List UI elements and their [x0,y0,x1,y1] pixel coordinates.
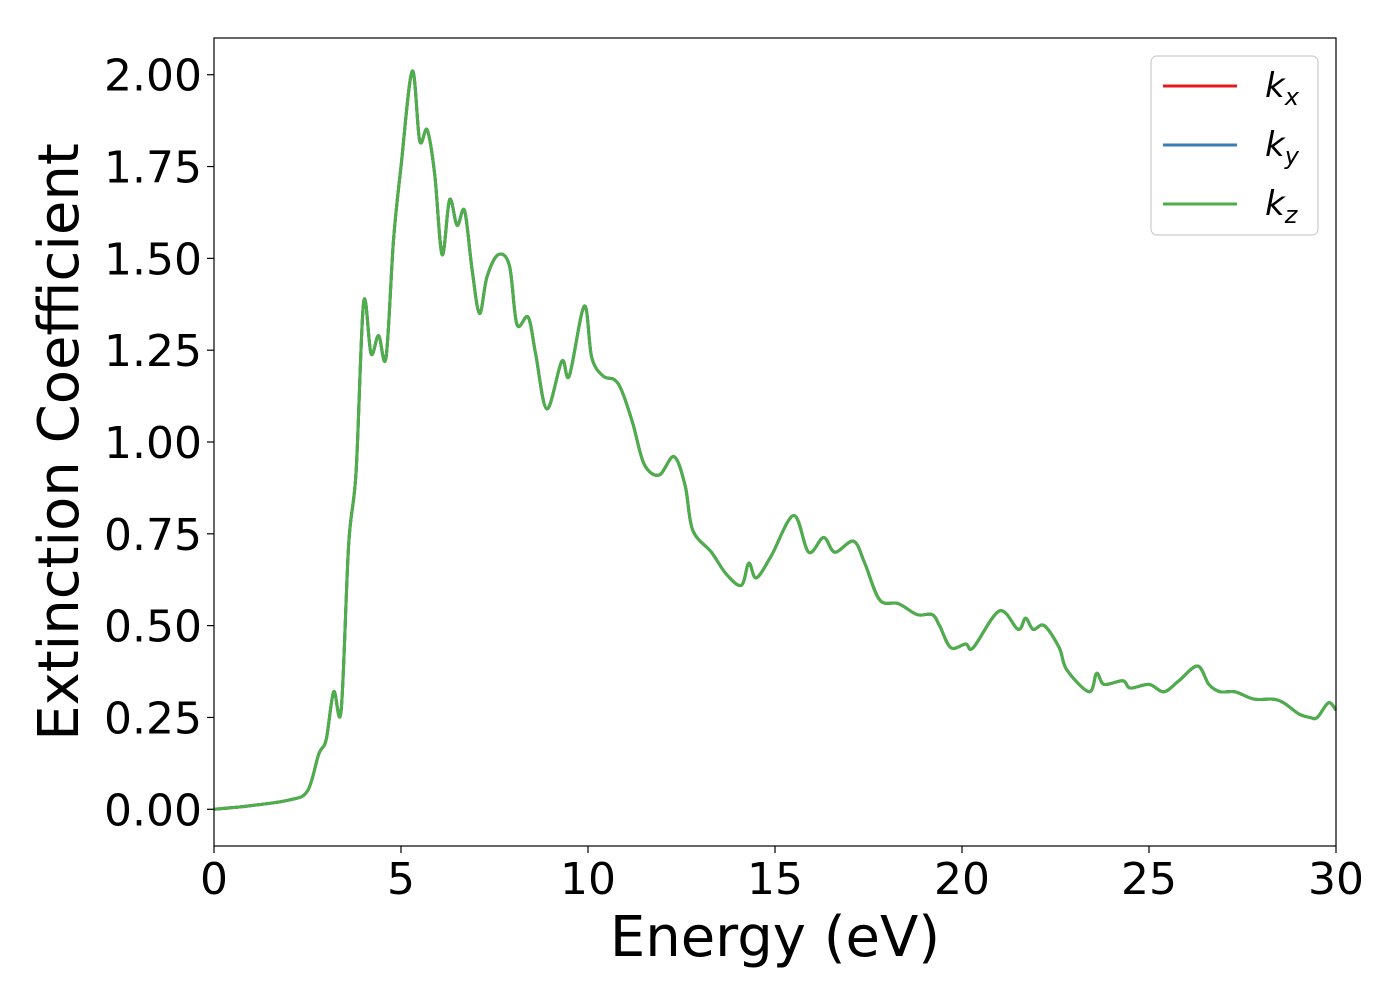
y-tick-label: 2.00 [104,51,202,102]
x-axis-label: Energy (eV) [610,905,940,970]
x-axis: 0 5 10 15 20 25 30 [200,846,1364,905]
x-tick-label: 30 [1308,854,1364,905]
legend-label-subscript: z [1284,201,1299,229]
y-tick-label: 0.00 [104,785,202,836]
x-tick-label: 0 [200,854,228,905]
y-tick-label: 0.50 [104,602,202,653]
y-axis-label: Extinction Coefficient [27,143,92,741]
y-tick-label: 1.50 [104,234,202,285]
legend-label-base: k [1265,125,1286,165]
legend-label: kx [1265,66,1300,111]
x-tick-label: 25 [1121,854,1177,905]
x-tick-label: 10 [560,854,616,905]
series-layer [213,69,1338,811]
y-axis: 0.00 0.25 0.50 0.75 1.00 1.25 1.50 1.75 2.00 [104,51,214,836]
x-tick-label: 15 [747,854,803,905]
y-tick-label: 1.25 [104,326,202,377]
y-tick-label: 0.75 [104,510,202,561]
legend-label-base: k [1265,184,1286,224]
y-tick-label: 1.75 [104,143,202,194]
legend-label: kz [1265,184,1299,229]
legend-label-subscript: x [1284,83,1300,111]
y-tick-label: 0.25 [104,693,202,744]
legend-label-subscript: y [1284,142,1300,170]
x-tick-label: 20 [934,854,990,905]
y-tick-label: 1.00 [104,418,202,469]
x-tick-label: 5 [387,854,415,905]
series-line-kz [213,69,1338,811]
legend-label: ky [1265,125,1300,170]
legend-label-base: k [1265,66,1286,106]
